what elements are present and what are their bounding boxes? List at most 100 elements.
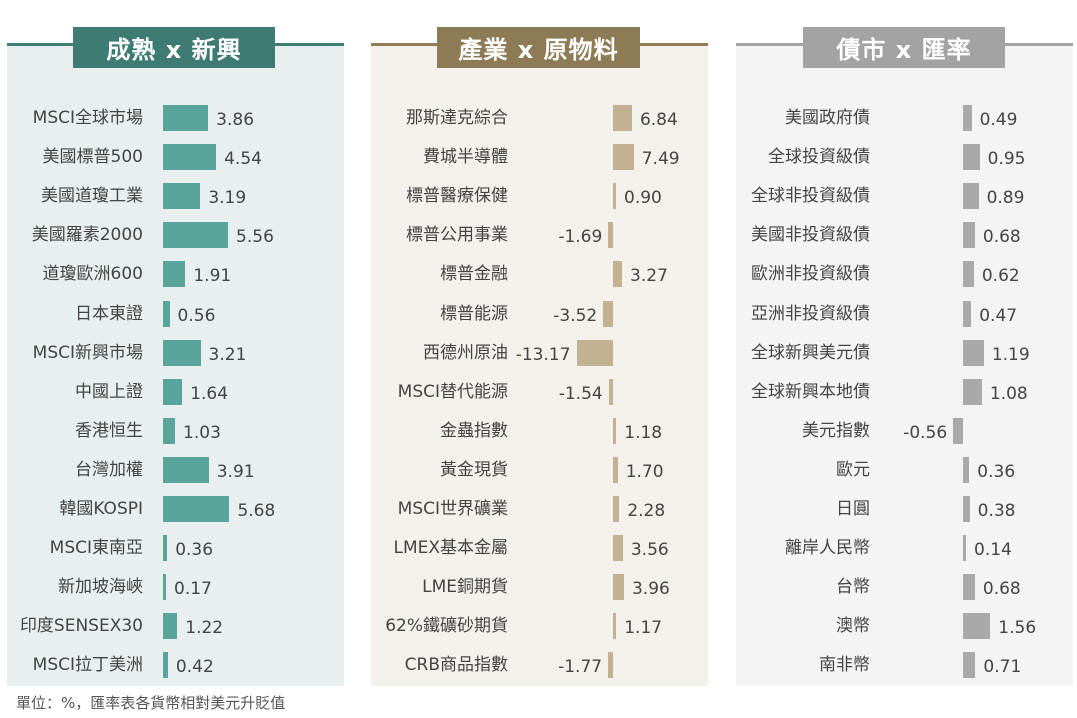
data-label: 1.18 [624, 423, 663, 443]
category-label: LMEX基本金屬 [393, 538, 508, 558]
category-label: 中國上證 [75, 382, 143, 402]
category-label: MSCI全球市場 [32, 108, 143, 128]
unit-footnote: 單位：%，匯率表各貨幣相對美元升貶值 [16, 694, 286, 712]
category-label: 黃金現貨 [440, 460, 508, 480]
bar [163, 613, 178, 639]
data-label: 1.08 [989, 384, 1028, 404]
bar [613, 457, 618, 483]
category-label: 南非幣 [819, 655, 870, 675]
bar [163, 418, 176, 444]
data-label: 0.56 [177, 306, 216, 326]
data-label: 0.36 [175, 540, 214, 560]
data-label: 0.71 [983, 657, 1022, 677]
bar [163, 144, 217, 170]
category-label: MSCI拉丁美洲 [32, 655, 143, 675]
category-label: 全球新興美元債 [751, 343, 870, 363]
bar [953, 418, 963, 444]
bar [963, 105, 972, 131]
bar [613, 496, 620, 522]
data-label: 3.86 [216, 110, 255, 130]
bar [963, 574, 975, 600]
category-label: 美國政府債 [785, 108, 870, 128]
bar [613, 535, 623, 561]
category-label: 金蟲指數 [440, 421, 508, 441]
bar [613, 613, 617, 639]
bar [163, 652, 168, 678]
category-label: 標普公用事業 [406, 225, 508, 245]
bar [163, 496, 230, 522]
bar [613, 144, 634, 170]
category-label: 離岸人民幣 [785, 538, 870, 558]
data-label: 0.68 [982, 579, 1021, 599]
bar [613, 418, 617, 444]
data-label: -0.56 [903, 423, 948, 443]
category-label: 台灣加權 [75, 460, 143, 480]
chart-title-sector-commodity: 產業 x 原物料 [437, 27, 640, 68]
data-label: 3.21 [208, 345, 247, 365]
data-label: 0.49 [979, 110, 1018, 130]
data-label: 1.56 [998, 618, 1037, 638]
bar [963, 379, 982, 405]
bar [963, 261, 974, 287]
data-label: 0.36 [977, 462, 1016, 482]
category-label: 標普能源 [440, 304, 508, 324]
bar [163, 535, 168, 561]
category-label: 歐洲非投資級債 [751, 264, 870, 284]
data-label: 0.62 [981, 266, 1020, 286]
bar [613, 183, 616, 209]
bar [613, 574, 624, 600]
data-label: 0.42 [175, 657, 214, 677]
data-label: -1.69 [558, 227, 603, 247]
data-label: 0.14 [974, 540, 1012, 560]
data-label: 0.89 [986, 188, 1025, 208]
panel-background [371, 44, 708, 686]
category-label: 西德州原油 [423, 343, 508, 363]
category-label: 全球新興本地債 [751, 382, 870, 402]
chart-title-mature-emerging: 成熟 x 新興 [73, 27, 275, 68]
bar [163, 105, 209, 131]
category-label: MSCI世界礦業 [397, 499, 508, 519]
data-label: -1.77 [558, 657, 603, 677]
bar [163, 574, 166, 600]
bar [608, 222, 613, 248]
category-label: 歐元 [836, 460, 870, 480]
data-label: 1.70 [625, 462, 664, 482]
category-label: 印度SENSEX30 [19, 616, 143, 636]
category-label: 日圓 [836, 499, 870, 519]
bar [608, 652, 613, 678]
category-label: 標普醫療保健 [406, 186, 508, 206]
category-label: 日本東證 [75, 304, 143, 324]
data-label: 0.17 [174, 579, 212, 599]
data-label: 3.56 [630, 540, 669, 560]
data-label: 1.91 [193, 266, 232, 286]
data-label: 5.56 [236, 227, 274, 247]
category-label: 美國標普500 [42, 147, 143, 167]
chart-panel-sector-commodity [371, 44, 708, 686]
data-label: 6.84 [639, 110, 678, 130]
category-label: 費城半導體 [423, 147, 508, 167]
bar [163, 379, 183, 405]
category-label: 韓國KOSPI [59, 499, 143, 519]
data-label: 0.68 [982, 227, 1021, 247]
category-label: 全球非投資級債 [751, 186, 870, 206]
category-label: MSCI新興市場 [32, 343, 143, 363]
bar [963, 144, 980, 170]
category-label: 亞洲非投資級債 [751, 304, 870, 324]
data-label: 1.19 [991, 345, 1030, 365]
bar [963, 340, 984, 366]
data-label: 1.64 [190, 384, 229, 404]
bar [613, 261, 623, 287]
data-label: -1.54 [558, 384, 603, 404]
bar [163, 340, 201, 366]
data-label: 0.90 [624, 188, 662, 208]
bar [963, 222, 975, 248]
category-label: 美國非投資級債 [751, 225, 870, 245]
bar [163, 261, 186, 287]
category-label: 62%鐵礦砂期貨 [385, 616, 508, 636]
bar [963, 613, 991, 639]
data-label: 2.28 [627, 501, 666, 521]
category-label: 全球投資級債 [768, 147, 870, 167]
data-label: 7.49 [641, 149, 680, 169]
category-label: 台幣 [836, 577, 870, 597]
bar [963, 535, 966, 561]
